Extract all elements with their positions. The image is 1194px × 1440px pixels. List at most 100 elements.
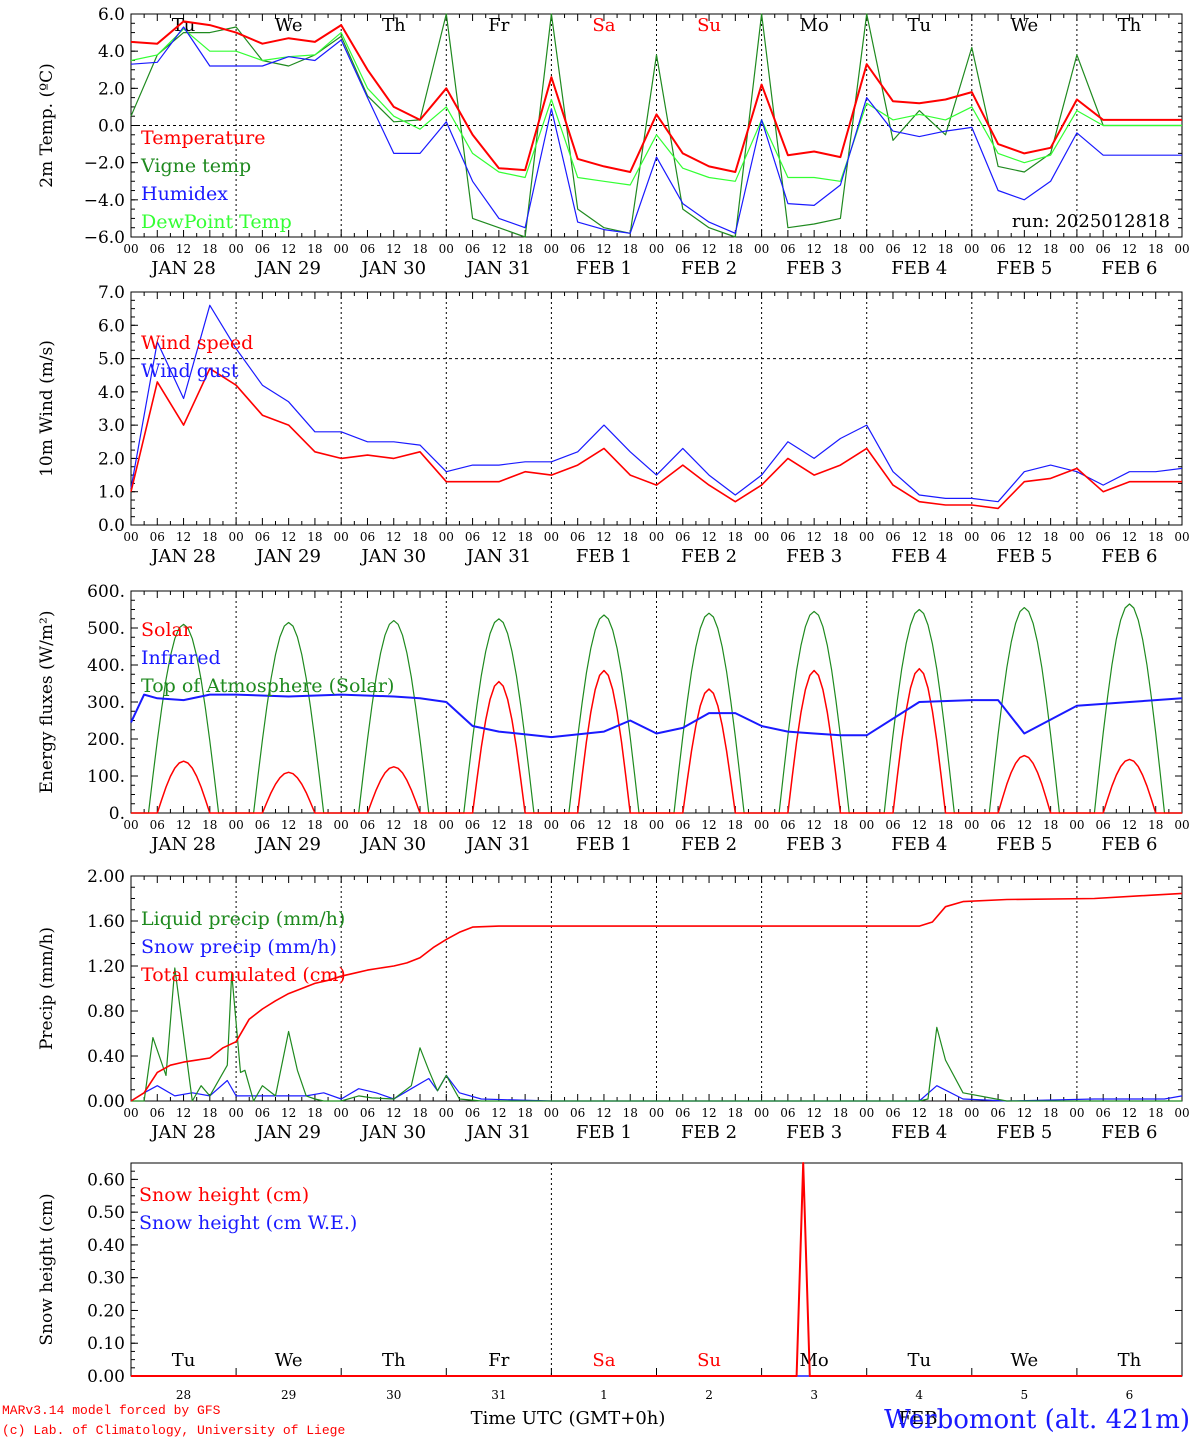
hour-tick-label: 06: [675, 1106, 690, 1120]
weekday-label: We: [1011, 1350, 1039, 1371]
hour-tick-label: 18: [412, 530, 427, 544]
hour-tick-label: 00: [439, 530, 454, 544]
day-number-label: 29: [281, 1388, 296, 1402]
weekday-label: We: [1011, 15, 1039, 36]
y-axis-title: Precip (mm/h): [37, 927, 57, 1050]
hour-tick-label: 18: [728, 530, 743, 544]
series-line-vigne-temp: [130, 13, 1182, 238]
hour-tick-label: 06: [675, 818, 690, 832]
hour-tick-label: 12: [807, 1106, 822, 1120]
hour-tick-label: 18: [412, 818, 427, 832]
hour-tick-label: 12: [1122, 242, 1137, 256]
hour-tick-label: 00: [964, 242, 979, 256]
hour-tick-label: 06: [360, 1106, 375, 1120]
hour-tick-label: 00: [1174, 818, 1189, 832]
hour-tick-label: 12: [281, 818, 296, 832]
weekday-label: Th: [382, 15, 406, 36]
hour-tick-label: 00: [334, 1106, 349, 1120]
hour-tick-label: 06: [1096, 1106, 1111, 1120]
hour-tick-label: 06: [150, 1106, 165, 1120]
y-axis-title: 10m Wind (m/s): [37, 340, 57, 477]
y-tick-label: 0.00: [87, 1092, 125, 1112]
hour-tick-label: 06: [1096, 530, 1111, 544]
hour-tick-label: 06: [150, 242, 165, 256]
date-label: FEB 4: [891, 834, 947, 855]
hour-tick-label: 06: [255, 818, 270, 832]
hour-tick-label: 00: [1174, 242, 1189, 256]
hour-tick-label: 06: [990, 818, 1005, 832]
legend-entry: Top of Atmosphere (Solar): [141, 675, 394, 697]
hour-tick-label: 06: [675, 530, 690, 544]
y-tick-label: 1.0: [98, 483, 125, 503]
hour-tick-label: 12: [491, 1106, 506, 1120]
hour-tick-label: 06: [360, 242, 375, 256]
hour-tick-label: 12: [596, 242, 611, 256]
hour-tick-label: 00: [859, 818, 874, 832]
hour-tick-label: 18: [938, 1106, 953, 1120]
date-label: FEB 3: [786, 546, 842, 567]
series-line-wind-speed: [130, 367, 1182, 510]
hour-tick-label: 18: [202, 818, 217, 832]
y-tick-label: 4.0: [98, 42, 125, 62]
date-label: JAN 28: [149, 546, 216, 567]
date-label: JAN 31: [465, 1122, 532, 1143]
hour-tick-label: 12: [1017, 818, 1032, 832]
hour-tick-label: 12: [912, 818, 927, 832]
y-axis-title: Energy fluxes (W/m²): [37, 611, 57, 794]
y-tick-label: 1.60: [87, 912, 125, 932]
hour-tick-label: 00: [754, 530, 769, 544]
day-number-label: 31: [491, 1388, 506, 1402]
hour-tick-label: 06: [885, 1106, 900, 1120]
legend-entry: Total cumulated (cm): [141, 964, 346, 986]
hour-tick-label: 18: [623, 530, 638, 544]
y-tick-label: 2.00: [87, 867, 125, 887]
hour-tick-label: 12: [176, 530, 191, 544]
date-label: JAN 29: [254, 546, 321, 567]
hour-tick-label: 06: [255, 530, 270, 544]
snow-panel: 0.60 0.50 0.40 0.30 0.20 0.10 0.00 Snow height …: [37, 1162, 1183, 1402]
hour-tick-label: 18: [412, 1106, 427, 1120]
hour-tick-label: 06: [780, 530, 795, 544]
hour-tick-label: 12: [596, 530, 611, 544]
hour-tick-label: 00: [754, 242, 769, 256]
hour-tick-label: 12: [386, 530, 401, 544]
date-label: JAN 30: [359, 258, 426, 279]
hour-tick-label: 06: [885, 818, 900, 832]
hour-tick-label: 12: [176, 818, 191, 832]
date-label: FEB 6: [1101, 834, 1157, 855]
date-label: FEB 2: [681, 834, 737, 855]
run-annotation: run: 2025012818: [1012, 211, 1170, 232]
hour-tick-label: 00: [544, 242, 559, 256]
y-tick-label: 2.0: [98, 79, 125, 99]
day-number-label: 4: [915, 1388, 923, 1402]
weekday-label: Th: [1118, 1350, 1142, 1371]
y-tick-label: 0.80: [87, 1002, 125, 1022]
hour-tick-label: 00: [1069, 530, 1084, 544]
hour-tick-label: 18: [938, 530, 953, 544]
day-number-label: 3: [810, 1388, 818, 1402]
hour-tick-label: 18: [1043, 242, 1058, 256]
date-label: FEB 5: [996, 546, 1052, 567]
hour-tick-label: 18: [1043, 818, 1058, 832]
hour-tick-label: 18: [833, 242, 848, 256]
date-label: FEB 5: [996, 834, 1052, 855]
y-tick-label: 1.20: [87, 957, 125, 977]
hour-tick-label: 12: [1122, 818, 1137, 832]
legend-entry: Solar: [141, 619, 193, 641]
legend-entry: Wind speed: [141, 332, 253, 354]
day-number-label: 28: [176, 1388, 191, 1402]
weekday-label: We: [275, 15, 303, 36]
hour-tick-label: 18: [833, 1106, 848, 1120]
y-tick-label: 0.20: [87, 1301, 125, 1321]
hour-tick-label: 00: [1174, 530, 1189, 544]
date-label: JAN 29: [254, 258, 321, 279]
day-number-label: 6: [1126, 1388, 1134, 1402]
hour-tick-label: 12: [701, 818, 716, 832]
hour-tick-label: 00: [123, 818, 138, 832]
hour-tick-label: 18: [623, 818, 638, 832]
hour-tick-label: 18: [517, 1106, 532, 1120]
hour-tick-label: 06: [990, 530, 1005, 544]
y-tick-label: 0.40: [87, 1236, 125, 1256]
hour-tick-label: 18: [833, 818, 848, 832]
